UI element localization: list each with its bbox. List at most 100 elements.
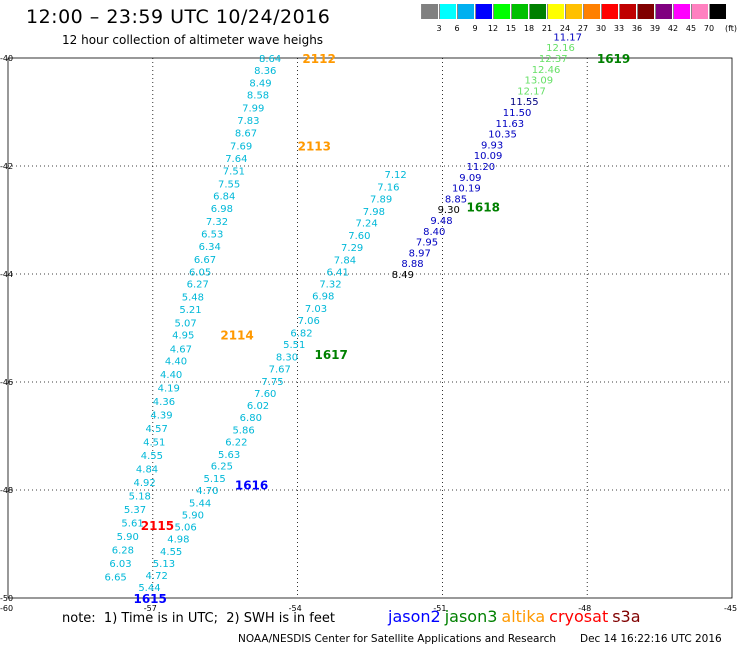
wave-height-label: 5.51 [283,340,305,351]
color-scale-label: 27 [577,24,589,33]
wave-height-label: 8.40 [423,227,445,238]
color-scale-label: 42 [667,24,679,33]
color-scale-swatch [583,4,600,19]
wave-height-label: 6.80 [240,413,262,424]
wave-height-label: 4.19 [158,383,180,394]
wave-height-label: 4.55 [160,547,182,558]
wave-height-label: 9.48 [430,216,452,227]
wave-height-label: 5.15 [203,474,225,485]
color-scale-label: 18 [523,24,535,33]
wave-height-label: 6.82 [290,328,312,339]
wave-height-label: 7.95 [416,238,438,249]
wave-height-label: 4.92 [133,478,155,489]
wave-height-label: 8.97 [409,248,431,259]
y-tick-label: -48 [0,486,13,495]
color-scale-label: 21 [541,24,553,33]
footer-date: Dec 14 16:22:16 UTC 2016 [580,633,722,645]
wave-height-label: 7.98 [363,207,385,218]
pass-time-label: 1617 [314,348,347,362]
color-scale-swatch [619,4,636,19]
y-tick-label: -50 [0,594,13,603]
y-tick-label: -42 [0,162,13,171]
wave-height-label: 7.60 [254,389,276,400]
wave-height-label: 4.57 [146,424,168,435]
wave-height-label: 7.84 [334,255,356,266]
wave-height-label: 8.49 [392,270,414,281]
color-scale-label: 30 [595,24,607,33]
pass-time-label: 2115 [141,519,174,533]
wave-height-label: 5.07 [175,319,197,330]
color-scale-swatch [691,4,708,19]
wave-height-label: 7.32 [319,280,341,291]
wave-height-label: 7.89 [370,194,392,205]
legend-entry: cryosat [549,607,609,626]
pass-time-label: 2114 [220,328,253,342]
color-scale-swatch [511,4,528,19]
wave-height-label: 8.58 [247,91,269,102]
y-tick-label: -40 [0,54,13,63]
wave-height-label: 4.70 [196,486,218,497]
wave-height-label: 7.12 [384,170,406,181]
chart-title: 12:00 – 23:59 UTC 10/24/2016 [26,6,331,28]
color-scale-swatch [637,4,654,19]
x-tick-label: -48 [578,604,591,613]
wave-height-label: 5.90 [117,532,139,543]
x-tick-label: -51 [433,604,446,613]
wave-height-label: 6.98 [312,292,334,303]
pass-time-label: 1615 [133,592,166,606]
wave-height-label: 6.05 [189,267,211,278]
y-tick-label: -44 [0,270,13,279]
wave-height-label: 7.69 [230,141,252,152]
wave-height-label: 12.17 [517,86,546,97]
color-scale-swatch [421,4,438,19]
wave-height-label: 6.27 [187,280,209,291]
color-scale-label: 24 [559,24,571,33]
x-tick-label: -54 [289,604,302,613]
wave-height-label: 12.37 [539,54,568,65]
wave-height-label: 10.35 [488,130,517,141]
pass-time-label: 1616 [235,479,268,493]
legend-entry: jason3 [444,607,498,626]
wave-height-label: 8.36 [254,66,276,77]
pass-time-label: 1619 [597,52,630,66]
wave-height-label: 4.55 [141,451,163,462]
wave-height-label: 11.63 [495,119,524,130]
color-scale-swatch [655,4,672,19]
wave-height-label: 4.67 [170,345,192,356]
plot-frame [7,57,733,599]
wave-height-label: 10.09 [474,151,503,162]
color-scale-label: 15 [505,24,517,33]
wave-height-label: 5.18 [129,491,151,502]
wave-height-label: 7.64 [225,154,247,165]
chart-subtitle: 12 hour collection of altimeter wave hei… [62,33,324,47]
wave-height-label: 8.88 [401,259,423,270]
wave-height-label: 4.40 [165,356,187,367]
wave-height-label: 4.51 [143,437,165,448]
wave-height-label: 6.34 [199,242,221,253]
y-tick-label: -46 [0,378,13,387]
color-scale-swatch [709,4,726,19]
wave-height-label: 6.53 [201,230,223,241]
wave-height-label: 5.48 [182,293,204,304]
wave-height-label: 9.30 [438,205,460,216]
wave-height-label: 8.49 [249,78,271,89]
wave-height-label: 7.51 [223,166,245,177]
pass-time-label: 2113 [298,139,331,153]
wave-height-label: 4.84 [136,464,158,475]
wave-height-label: 7.83 [237,116,259,127]
wave-height-label: 7.60 [348,231,370,242]
color-scale-swatch [475,4,492,19]
x-tick-label: -45 [724,604,737,613]
wave-height-label: 4.72 [146,571,168,582]
legend-entry: s3a [612,607,641,626]
wave-height-label: 6.03 [109,559,131,570]
wave-height-label: 11.55 [510,97,539,108]
color-scale-label: 6 [454,24,460,33]
color-scale-label: 9 [472,24,478,33]
wave-height-label: 7.99 [242,104,264,115]
legend-entry: jason2 [388,607,441,626]
wave-height-label: 7.06 [298,316,320,327]
wave-height-label: 12.46 [532,65,561,76]
pass-time-label: 1618 [467,201,500,215]
wave-height-label: 9.93 [481,140,503,151]
